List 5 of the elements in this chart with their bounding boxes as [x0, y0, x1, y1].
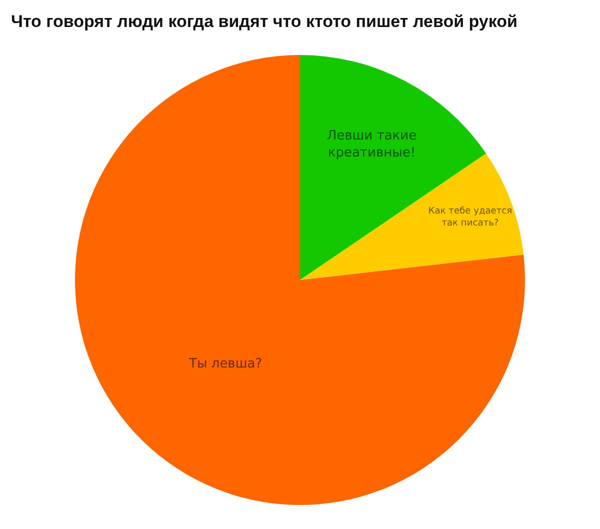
- pie-slice: [75, 55, 525, 505]
- slice-label: Как тебе удается так писать?: [428, 205, 512, 228]
- slice-label: Ты левша?: [188, 356, 262, 372]
- chart-title: Что говорят люди когда видят что ктото пишет левой рукой: [11, 12, 518, 31]
- slice-label: Левши такие креативные!: [326, 128, 417, 160]
